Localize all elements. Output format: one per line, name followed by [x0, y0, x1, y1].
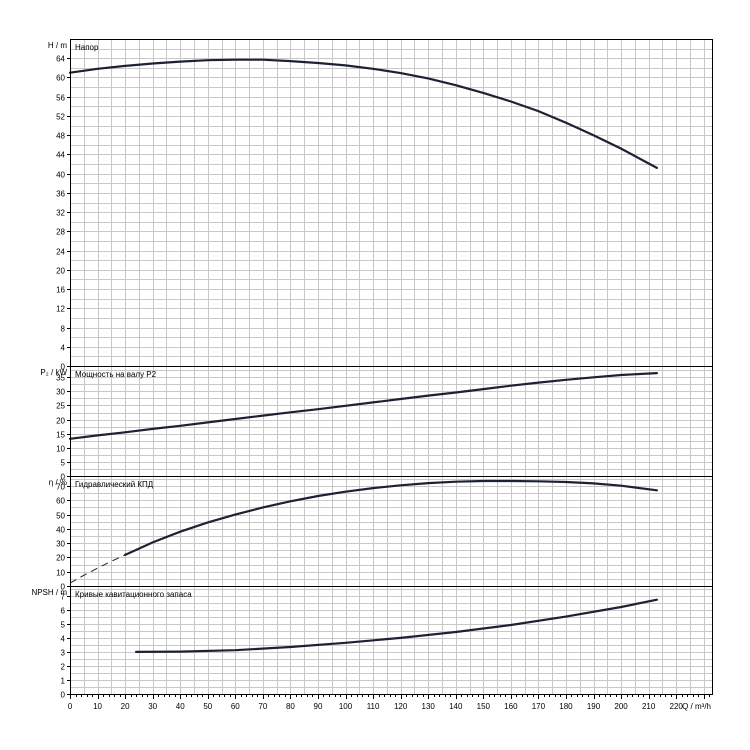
y-tick-label: 0 [61, 363, 66, 372]
panel-title: Мощность на валу P2 [75, 370, 157, 379]
y-tick-label: 0 [61, 473, 66, 482]
x-axis-label: Q / m³/h [682, 702, 711, 711]
x-tick-label: 50 [203, 702, 212, 711]
y-tick-label: 5 [61, 459, 66, 468]
y-tick-label: 24 [56, 248, 65, 257]
x-tick-label: 70 [258, 702, 267, 711]
panel-title: Кривые кавитационного запаса [75, 590, 192, 599]
curve-4-series-1 [135, 598, 658, 653]
y-tick-label: 60 [56, 497, 65, 506]
curve-2-series-1 [68, 372, 658, 440]
y-tick-label: 40 [56, 526, 65, 535]
y-tick-label: 60 [56, 74, 65, 83]
y-tick-label: 35 [56, 374, 65, 383]
y-tick-label: 6 [61, 607, 66, 616]
y-tick-label: 3 [61, 649, 66, 658]
y-tick-label: 64 [56, 55, 65, 64]
y-axis-label: NPSH / m [31, 588, 67, 597]
y-tick-label: 10 [56, 569, 65, 578]
panel-frame-4 [70, 586, 713, 695]
x-tick-label: 170 [532, 702, 546, 711]
y-tick-label: 40 [56, 171, 65, 180]
x-tick-label: 20 [121, 702, 130, 711]
x-tick-label: 140 [449, 702, 463, 711]
y-tick-label: 32 [56, 209, 65, 218]
y-tick-label: 25 [56, 402, 65, 411]
curve-3-series-2 [124, 479, 658, 556]
y-tick-label: 12 [56, 305, 65, 314]
y-tick-label: 4 [61, 344, 66, 353]
x-tick-label: 190 [587, 702, 601, 711]
x-tick-label: 60 [231, 702, 240, 711]
y-tick-label: 7 [61, 593, 66, 602]
y-tick-label: 52 [56, 113, 65, 122]
x-tick-label: 30 [148, 702, 157, 711]
y-tick-label: 20 [56, 554, 65, 563]
y-tick-label: 15 [56, 431, 65, 440]
y-tick-label: 20 [56, 417, 65, 426]
x-tick-label: 210 [642, 702, 656, 711]
y-tick-label: 0 [61, 583, 66, 592]
y-axis-label: H / m [48, 41, 67, 50]
y-axis-label: η / % [49, 478, 67, 487]
y-tick-label: 30 [56, 540, 65, 549]
grid [70, 39, 712, 694]
y-tick-label: 8 [61, 325, 66, 334]
curve-3-series-1 [69, 554, 126, 584]
y-tick-label: 0 [61, 691, 66, 700]
y-tick-label: 4 [61, 635, 66, 644]
y-tick-label: 30 [56, 388, 65, 397]
y-tick-label: 2 [61, 663, 66, 672]
y-tick-label: 50 [56, 512, 65, 521]
y-tick-label: 28 [56, 228, 65, 237]
y-tick-label: 20 [56, 267, 65, 276]
y-tick-label: 44 [56, 151, 65, 160]
x-tick-label: 120 [394, 702, 408, 711]
x-tick-label: 80 [286, 702, 295, 711]
x-tick-label: 220 [670, 702, 684, 711]
x-tick-label: 160 [504, 702, 518, 711]
y-tick-label: 36 [56, 190, 65, 199]
y-tick-label: 10 [56, 445, 65, 454]
x-tick-label: 40 [176, 702, 185, 711]
panel-title: Напор [75, 43, 99, 52]
x-tick-label: 10 [93, 702, 102, 711]
x-tick-label: 100 [339, 702, 353, 711]
x-tick-label: 180 [559, 702, 573, 711]
x-tick-label: 90 [314, 702, 323, 711]
y-axis-label: P₂ / kW [40, 368, 67, 377]
y-tick-label: 48 [56, 132, 65, 141]
curve-1-series-1 [68, 58, 658, 169]
x-tick-label: 0 [68, 702, 73, 711]
x-tick-label: 130 [422, 702, 436, 711]
frames [67, 39, 713, 699]
panel-title: Гидравлический КПД [75, 480, 154, 489]
y-tick-label: 56 [56, 94, 65, 103]
x-tick-label: 150 [477, 702, 491, 711]
y-tick-label: 70 [56, 483, 65, 492]
curves [68, 58, 658, 653]
y-tick-label: 1 [61, 677, 66, 686]
x-tick-label: 110 [367, 702, 380, 711]
y-tick-label: 5 [61, 621, 66, 630]
y-tick-label: 16 [56, 286, 65, 295]
x-tick-label: 200 [614, 702, 628, 711]
